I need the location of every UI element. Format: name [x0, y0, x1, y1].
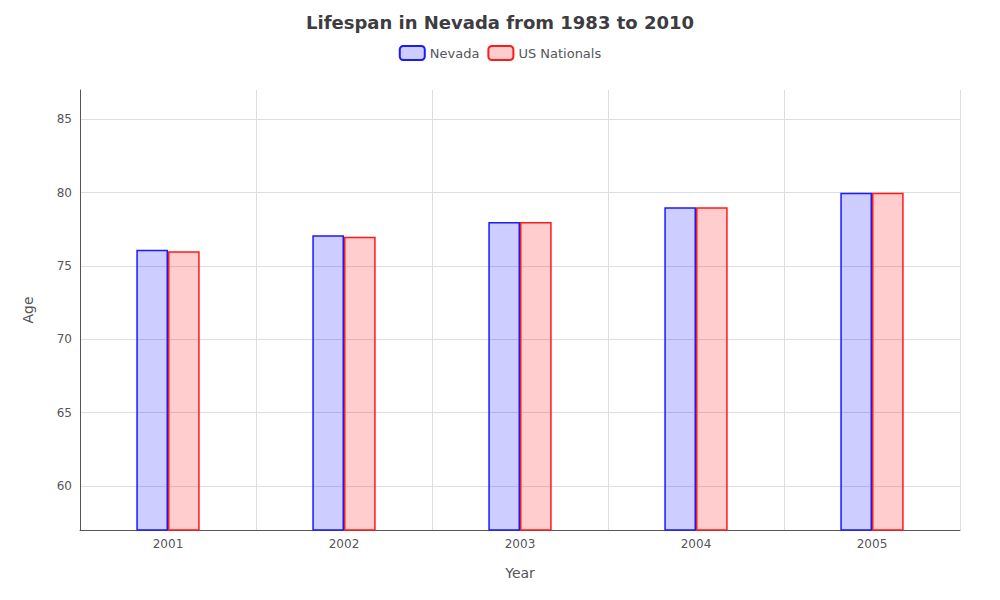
svg-text:2003: 2003 [505, 537, 536, 551]
svg-text:60: 60 [57, 479, 72, 493]
svg-text:75: 75 [57, 259, 72, 273]
svg-text:80: 80 [57, 186, 72, 200]
svg-text:Year: Year [504, 565, 535, 581]
svg-text:65: 65 [57, 406, 72, 420]
svg-text:70: 70 [57, 332, 72, 346]
svg-text:Lifespan in Nevada from 1983 t: Lifespan in Nevada from 1983 to 2010 [306, 12, 694, 33]
svg-text:2005: 2005 [857, 537, 888, 551]
svg-text:2002: 2002 [329, 537, 360, 551]
svg-text:US Nationals: US Nationals [518, 46, 601, 61]
svg-text:2001: 2001 [153, 537, 184, 551]
svg-text:Nevada: Nevada [430, 46, 480, 61]
svg-text:85: 85 [57, 112, 72, 126]
svg-text:Age: Age [20, 296, 36, 323]
svg-text:2004: 2004 [681, 537, 712, 551]
